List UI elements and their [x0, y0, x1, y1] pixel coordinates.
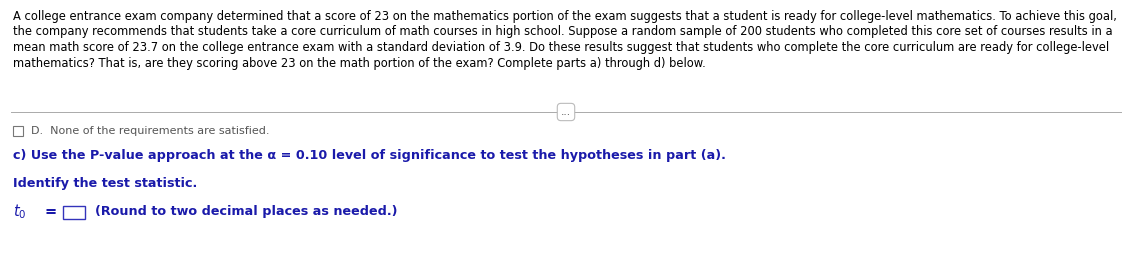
Text: mathematics? That is, are they scoring above 23 on the math portion of the exam?: mathematics? That is, are they scoring a… — [12, 57, 705, 69]
Text: (Round to two decimal places as needed.): (Round to two decimal places as needed.) — [95, 206, 397, 219]
Text: ...: ... — [561, 107, 571, 117]
FancyBboxPatch shape — [12, 126, 23, 136]
Text: c) Use the P-value approach at the α = 0.10 level of significance to test the hy: c) Use the P-value approach at the α = 0… — [12, 150, 726, 163]
Text: D.  None of the requirements are satisfied.: D. None of the requirements are satisfie… — [31, 126, 269, 136]
FancyBboxPatch shape — [63, 206, 85, 219]
Text: the company recommends that students take a core curriculum of math courses in h: the company recommends that students tak… — [12, 26, 1113, 38]
Text: A college entrance exam company determined that a score of 23 on the mathematics: A college entrance exam company determin… — [12, 10, 1117, 23]
Text: mean math score of 23.7 on the college entrance exam with a standard deviation o: mean math score of 23.7 on the college e… — [12, 41, 1109, 54]
Text: $t_0$: $t_0$ — [12, 203, 26, 221]
Text: Identify the test statistic.: Identify the test statistic. — [12, 177, 197, 190]
Text: =: = — [45, 205, 57, 219]
